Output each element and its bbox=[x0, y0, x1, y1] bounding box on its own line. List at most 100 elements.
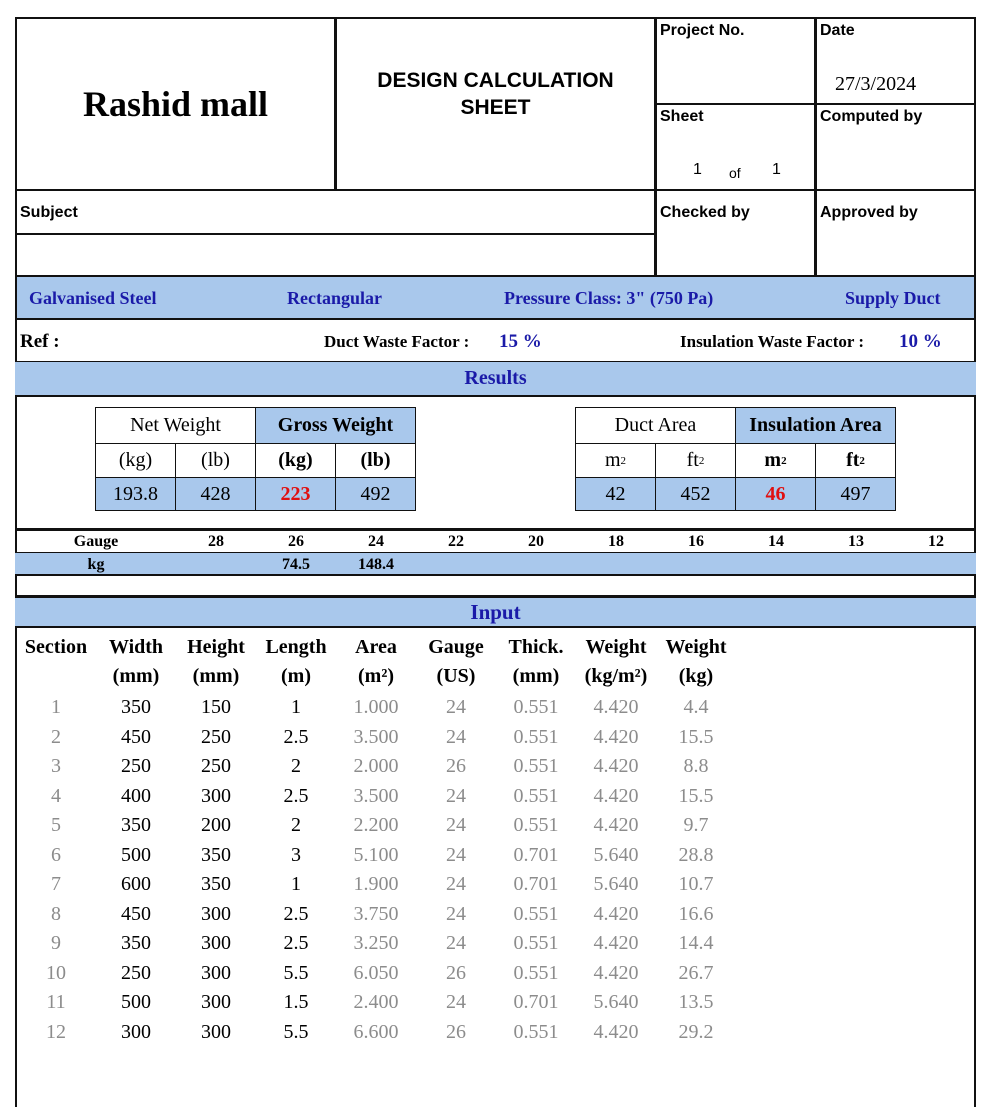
gauge-kg-value: 148.4 bbox=[358, 556, 394, 573]
table-cell: 4.420 bbox=[593, 814, 639, 836]
gauge-value: 14 bbox=[768, 533, 784, 550]
ref-row: Ref : Duct Waste Factor : 15 % Insulatio… bbox=[15, 319, 976, 364]
table-cell: 500 bbox=[121, 843, 151, 866]
weight-value: 193.8 bbox=[95, 477, 176, 511]
table-cell: 4.420 bbox=[593, 932, 639, 954]
table-cell: 5.5 bbox=[283, 1020, 309, 1043]
checked-by-label: Checked by bbox=[660, 204, 750, 221]
table-cell: 24 bbox=[446, 873, 466, 895]
table-cell: 250 bbox=[121, 961, 151, 984]
kg-row bbox=[15, 553, 976, 576]
area-unit: ft 2 bbox=[815, 443, 896, 478]
spec-band: Galvanised Steel Rectangular Pressure Cl… bbox=[15, 275, 976, 320]
gauge-value: 13 bbox=[848, 533, 864, 550]
table-row: 12 300 300 5.5 6.600 26 0.551 4.420 29.2 bbox=[16, 1021, 736, 1049]
column-unit: (mm) bbox=[512, 665, 560, 687]
table-row: 2 450 250 2.5 3.500 24 0.551 4.420 15.5 bbox=[16, 726, 736, 754]
table-cell: 0.551 bbox=[513, 1020, 559, 1043]
superscript-2: 2 bbox=[620, 454, 627, 467]
gauge-value: 18 bbox=[608, 533, 624, 550]
area-value: 452 bbox=[655, 477, 736, 511]
area-unit-label: ft bbox=[686, 449, 699, 471]
table-row: 8 450 300 2.5 3.750 24 0.551 4.420 16.6 bbox=[16, 903, 736, 931]
gauge-label: Gauge bbox=[73, 533, 119, 550]
table-cell: 2 bbox=[291, 814, 301, 836]
column-header: Width bbox=[108, 636, 164, 658]
table-cell: 0.551 bbox=[513, 696, 559, 718]
table-cell: 5.640 bbox=[593, 873, 639, 895]
table-cell: 450 bbox=[121, 725, 151, 748]
table-cell: 11 bbox=[46, 991, 66, 1013]
insulation-area-header: Insulation Area bbox=[735, 407, 896, 444]
duct-area-label: Duct Area bbox=[614, 414, 697, 436]
checked-by-box: Checked by bbox=[655, 189, 816, 277]
table-cell: 1.000 bbox=[353, 696, 399, 718]
column-unit: (US) bbox=[436, 665, 476, 687]
column-unit: (m) bbox=[281, 665, 311, 687]
table-cell: 5.5 bbox=[283, 961, 309, 984]
gross-weight-header: Gross Weight bbox=[255, 407, 416, 444]
table-cell: 29.2 bbox=[678, 1020, 714, 1043]
table-cell: 0.701 bbox=[513, 991, 559, 1013]
table-cell: 300 bbox=[201, 961, 231, 984]
sheet-label: Sheet bbox=[660, 108, 704, 125]
table-cell: 600 bbox=[121, 873, 151, 895]
shape: Rectangular bbox=[287, 288, 382, 308]
table-cell: 2 bbox=[51, 725, 61, 748]
table-cell: 2.5 bbox=[283, 902, 309, 925]
duct-waste-label: Duct Waste Factor : bbox=[324, 332, 470, 351]
area-unit-label: ft bbox=[846, 449, 860, 471]
table-cell: 24 bbox=[446, 725, 466, 748]
blank-row bbox=[15, 576, 976, 598]
table-cell: 4.420 bbox=[593, 1020, 639, 1043]
column-header: Thick. bbox=[508, 636, 564, 658]
ref-label: Ref : bbox=[20, 331, 60, 352]
table-cell: 0.551 bbox=[513, 725, 559, 748]
table-cell: 4.420 bbox=[593, 725, 639, 748]
table-cell: 4.420 bbox=[593, 696, 639, 718]
table-cell: 0.551 bbox=[513, 961, 559, 984]
table-row: 5 350 200 2 2.200 24 0.551 4.420 9.7 bbox=[16, 814, 736, 842]
table-cell: 2 bbox=[291, 755, 301, 777]
table-cell: 24 bbox=[446, 784, 466, 807]
table-cell: 3.500 bbox=[353, 784, 399, 807]
table-row: 6 500 350 3 5.100 24 0.701 5.640 28.8 bbox=[16, 844, 736, 872]
column-unit: (m²) bbox=[358, 665, 394, 687]
table-cell: 1 bbox=[291, 696, 301, 718]
material: Galvanised Steel bbox=[29, 288, 157, 308]
weight-value: 428 bbox=[175, 477, 256, 511]
table-row: 11 500 300 1.5 2.400 24 0.701 5.640 13.5 bbox=[16, 991, 736, 1019]
table-cell: 24 bbox=[446, 902, 466, 925]
table-cell: 1.900 bbox=[353, 873, 399, 895]
table-cell: 2.5 bbox=[283, 784, 309, 807]
table-cell: 350 bbox=[121, 814, 151, 836]
table-cell: 1.5 bbox=[283, 991, 309, 1013]
column-unit: (mm) bbox=[192, 665, 240, 687]
table-cell: 12 bbox=[46, 1020, 66, 1043]
sheet-total: 1 bbox=[772, 161, 781, 178]
table-cell: 6 bbox=[51, 843, 61, 866]
area-unit-label: m bbox=[764, 449, 782, 471]
table-cell: 3 bbox=[291, 843, 301, 866]
column-header: Weight bbox=[585, 636, 647, 658]
table-cell: 300 bbox=[201, 902, 231, 925]
table-cell: 2.5 bbox=[283, 932, 309, 954]
table-row: 1 350 150 1 1.000 24 0.551 4.420 4.4 bbox=[16, 696, 736, 724]
table-cell: 26 bbox=[446, 755, 466, 777]
area-value: 42 bbox=[575, 477, 656, 511]
table-cell: 5.640 bbox=[593, 991, 639, 1013]
table-cell: 26 bbox=[446, 961, 466, 984]
table-cell: 400 bbox=[121, 784, 151, 807]
table-cell: 16.6 bbox=[678, 902, 714, 925]
results-title: Results bbox=[464, 367, 527, 389]
weight-value: 492 bbox=[335, 477, 416, 511]
gauge-value: 24 bbox=[368, 533, 384, 550]
table-row: 9 350 300 2.5 3.250 24 0.551 4.420 14.4 bbox=[16, 932, 736, 960]
area-value: 497 bbox=[815, 477, 896, 511]
table-cell: 24 bbox=[446, 696, 466, 718]
gauge-value: 16 bbox=[688, 533, 704, 550]
table-cell: 3.500 bbox=[353, 725, 399, 748]
column-header: Section bbox=[24, 636, 88, 658]
gauge-value: 22 bbox=[448, 533, 464, 550]
date-value: 27/3/2024 bbox=[835, 73, 917, 95]
